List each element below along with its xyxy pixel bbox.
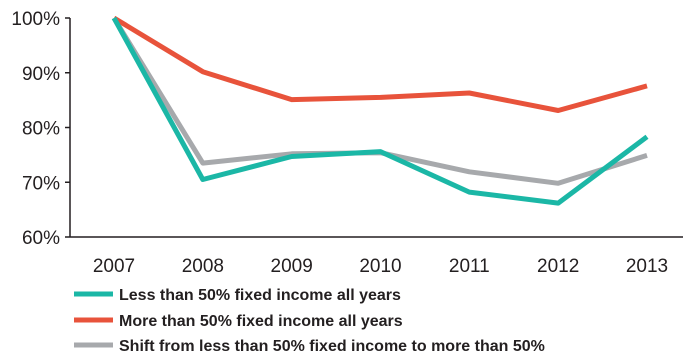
x-tick-label: 2007 (93, 256, 135, 277)
y-tick-label: 70% (22, 173, 60, 194)
x-tick-label: 2013 (626, 256, 668, 277)
x-tick-label: 2009 (271, 256, 313, 277)
x-tick-label: 2012 (537, 256, 579, 277)
y-tick-label: 90% (22, 64, 60, 85)
y-tick-label: 80% (22, 119, 60, 140)
legend: Less than 50% fixed income all years More… (74, 287, 545, 355)
x-tick-labels: 2007 2008 2009 2010 2011 2012 2013 (93, 256, 668, 277)
legend-label: Shift from less than 50% fixed income to… (119, 338, 545, 355)
x-tick-label: 2011 (449, 256, 490, 277)
x-tick-label: 2010 (359, 256, 401, 277)
series-lines (111, 15, 649, 206)
series-line (112, 15, 648, 113)
y-tick-label: 100% (11, 9, 60, 30)
y-tick-labels: 60% 70% 80% 90% 100% (11, 9, 70, 249)
axes (69, 18, 683, 238)
series-line (111, 16, 649, 206)
legend-label: More than 50% fixed income all years (119, 313, 403, 330)
x-tick-label: 2008 (182, 256, 224, 277)
legend-label: Less than 50% fixed income all years (119, 287, 401, 304)
y-tick-label: 60% (22, 228, 60, 249)
